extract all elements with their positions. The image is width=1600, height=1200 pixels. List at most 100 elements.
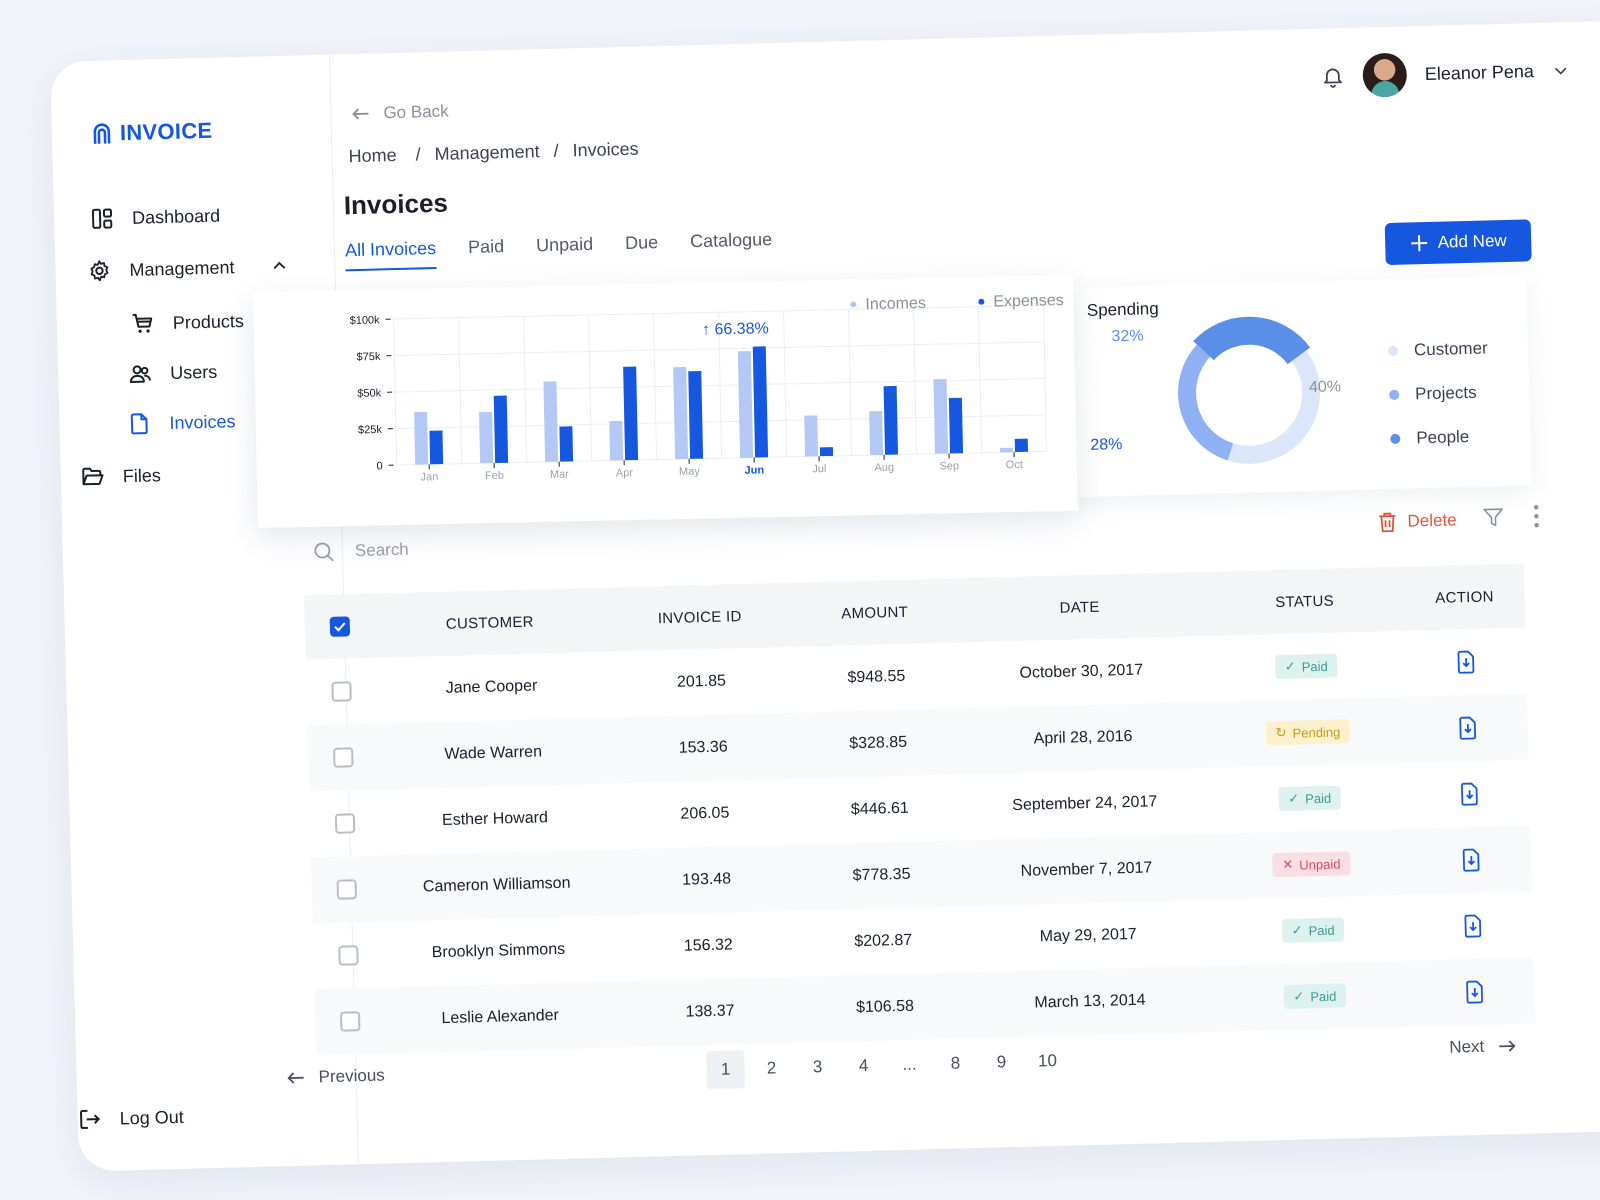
column-header-amount[interactable]: AMOUNT	[841, 603, 909, 622]
page-button-9[interactable]: 9	[996, 1052, 1007, 1072]
sidebar-item-users[interactable]: Users	[128, 360, 218, 386]
row-checkbox[interactable]	[336, 879, 358, 900]
go-back-link[interactable]: Go Back	[351, 102, 449, 125]
row-checkbox[interactable]	[338, 945, 359, 966]
download-file-icon[interactable]	[1456, 650, 1477, 675]
page-button-1[interactable]: 1	[706, 1050, 746, 1090]
add-new-button[interactable]: Add New	[1384, 219, 1532, 266]
tab-unpaid[interactable]: Unpaid	[535, 233, 594, 256]
page-button-3[interactable]: 3	[812, 1057, 823, 1077]
column-header-status[interactable]: STATUS	[1274, 592, 1335, 611]
column-header-invoice-id[interactable]: INVOICE ID	[657, 607, 742, 627]
chevron-down-icon[interactable]	[1552, 61, 1570, 79]
gridline	[393, 319, 398, 466]
page-button-8[interactable]: 8	[950, 1053, 961, 1073]
tab-due[interactable]: Due	[624, 232, 659, 254]
table-row[interactable]: Esther Howard 206.05 $446.61 September 2…	[309, 760, 1530, 858]
brand-name: INVOICE	[119, 117, 213, 146]
status-label: Paid	[1301, 658, 1328, 674]
tab-all-invoices[interactable]: All Invoices	[344, 237, 437, 272]
cell-invoice-id: 201.85	[676, 672, 727, 691]
bar-incomes-mar	[543, 381, 559, 462]
status-badge: ✓ Paid	[1283, 983, 1347, 1010]
brand-logo[interactable]: INVOICE	[92, 118, 213, 147]
next-label: Next	[1449, 1036, 1485, 1057]
income-expense-bar-chart: $100k $75k $50k $25k 0 Jan Feb Mar Apr May Jun Jul A…	[350, 292, 1064, 484]
table-row[interactable]: Cameron Williamson 193.48 $778.35 Novemb…	[310, 825, 1533, 924]
sidebar-item-dashboard[interactable]: Dashboard	[90, 204, 221, 231]
cell-date: April 28, 2016	[1033, 727, 1133, 748]
sidebar-item-files[interactable]: Files	[81, 463, 162, 489]
gridline	[523, 316, 528, 463]
page-button-2[interactable]: 2	[766, 1058, 777, 1078]
refresh-icon: ↻	[1275, 724, 1287, 741]
tab-paid[interactable]: Paid	[467, 236, 505, 258]
sidebar-item-label: Products	[172, 310, 245, 333]
row-checkbox[interactable]	[331, 681, 352, 702]
row-checkbox[interactable]	[333, 747, 354, 768]
search-bar[interactable]: Search	[313, 539, 409, 564]
search-input[interactable]: Search	[354, 539, 410, 561]
table-row[interactable]: Jane Cooper 201.85 $948.55 October 30, 2…	[306, 628, 1527, 726]
select-all-checkbox[interactable]	[329, 616, 351, 637]
legend-dot	[850, 301, 857, 308]
legend-dot	[1390, 433, 1401, 445]
page-button-4[interactable]: 4	[858, 1055, 869, 1076]
avatar[interactable]	[1362, 52, 1408, 98]
page-ellipsis: ...	[902, 1054, 917, 1075]
table-row[interactable]: Wade Warren 153.36 $328.85 April 28, 201…	[307, 693, 1529, 792]
chevron-up-icon[interactable]	[270, 257, 288, 275]
sidebar-item-management[interactable]: Management	[87, 254, 289, 283]
sidebar: INVOICE Dashboard Management Products Us…	[50, 54, 359, 1172]
logout-button[interactable]: Log Out	[77, 1105, 184, 1132]
cell-invoice-id: 193.48	[681, 870, 732, 889]
row-checkbox[interactable]	[334, 813, 356, 834]
logout-icon	[80, 1109, 101, 1130]
table-row[interactable]: Leslie Alexander 138.37 $106.58 March 13…	[314, 957, 1536, 1056]
legend-item-projects: Projects	[1389, 383, 1477, 405]
y-tick-label: 0	[376, 460, 382, 472]
cell-amount: $948.55	[847, 667, 906, 687]
y-tick-label: $25k	[358, 424, 383, 437]
bar-incomes-jan	[414, 411, 429, 465]
check-icon: ✓	[1293, 988, 1305, 1004]
app-window: INVOICE Dashboard Management Products Us…	[50, 20, 1600, 1172]
legend-item-people: People	[1390, 427, 1469, 449]
download-file-icon[interactable]	[1461, 848, 1482, 873]
logo-icon	[93, 123, 111, 144]
download-file-icon[interactable]	[1459, 782, 1480, 807]
sidebar-item-label: Files	[122, 464, 162, 486]
bell-icon[interactable]	[1321, 64, 1346, 89]
filter-icon[interactable]	[1482, 506, 1505, 529]
download-file-icon[interactable]	[1458, 716, 1479, 741]
income-expense-chart-card: $100k $75k $50k $25k 0 Jan Feb Mar Apr May Jun Jul A…	[253, 274, 1078, 528]
status-label: Paid	[1308, 922, 1335, 938]
cell-amount: $446.61	[850, 799, 909, 819]
more-options-icon[interactable]	[1532, 503, 1541, 529]
delete-button[interactable]: Delete	[1377, 509, 1457, 533]
breadcrumb-home[interactable]: Home	[348, 144, 397, 167]
download-file-icon[interactable]	[1465, 980, 1486, 1005]
page-button-10[interactable]: 10	[1037, 1050, 1058, 1071]
column-header-date[interactable]: DATE	[1059, 598, 1100, 617]
x-tick-label: Feb	[485, 470, 504, 482]
sidebar-item-products[interactable]: Products	[131, 309, 245, 336]
row-checkbox[interactable]	[339, 1011, 361, 1032]
user-name[interactable]: Eleanor Pena	[1424, 60, 1535, 84]
next-button[interactable]: Next	[1449, 1036, 1516, 1058]
bar-expenses-jan	[429, 430, 444, 465]
bar-expenses-apr	[623, 366, 639, 461]
status-badge: ✓ Paid	[1281, 917, 1345, 944]
cell-amount: $106.58	[855, 997, 915, 1017]
donut-slice-projects	[1178, 344, 1234, 461]
previous-button[interactable]: Previous	[286, 1066, 385, 1089]
donut-label-customer: 40%	[1308, 378, 1342, 397]
column-header-customer[interactable]: CUSTOMER	[445, 613, 535, 633]
download-file-icon[interactable]	[1463, 914, 1484, 939]
table-row[interactable]: Brooklyn Simmons 156.32 $202.87 May 29, …	[313, 891, 1534, 989]
check-icon: ✓	[1291, 922, 1303, 938]
sidebar-item-invoices[interactable]: Invoices	[127, 409, 236, 436]
tab-catalogue[interactable]: Catalogue	[689, 229, 773, 252]
sidebar-item-label: Invoices	[169, 410, 236, 433]
breadcrumb-management[interactable]: Management	[434, 141, 540, 164]
